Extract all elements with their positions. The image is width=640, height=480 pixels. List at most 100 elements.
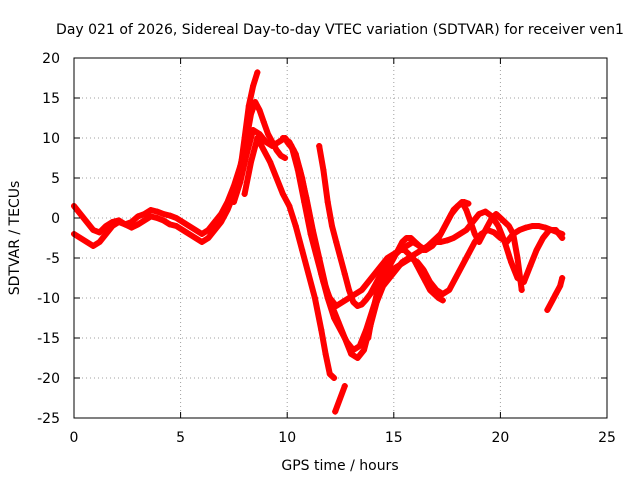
data-point: [493, 211, 500, 217]
data-point: [303, 195, 310, 201]
data-point: [166, 221, 173, 228]
series-trace: [332, 383, 348, 415]
data-point: [476, 211, 483, 217]
data-point: [279, 135, 286, 141]
data-series: [71, 69, 566, 415]
y-tick-label: -15: [37, 331, 60, 347]
y-tick-label: -10: [37, 291, 60, 307]
data-point: [427, 287, 434, 293]
data-point: [559, 235, 566, 241]
data-point: [147, 213, 154, 220]
data-point: [552, 291, 559, 297]
data-point: [96, 239, 103, 245]
data-point: [401, 247, 408, 253]
data-point: [435, 295, 442, 301]
data-point: [414, 263, 421, 269]
data-point: [290, 147, 297, 153]
data-point: [459, 199, 466, 205]
data-point: [407, 235, 414, 241]
data-point: [224, 207, 231, 213]
data-point: [102, 231, 109, 237]
data-point: [360, 347, 367, 353]
data-point: [279, 191, 286, 197]
data-point: [533, 247, 540, 253]
data-point: [429, 239, 436, 245]
data-point: [433, 235, 440, 241]
data-point: [399, 239, 406, 245]
data-point: [337, 255, 344, 261]
data-point: [260, 147, 267, 153]
data-point: [134, 213, 141, 220]
data-point: [346, 287, 353, 293]
data-point: [77, 211, 84, 217]
data-point: [378, 279, 385, 285]
data-point: [237, 179, 244, 185]
data-point: [369, 311, 376, 317]
data-point: [166, 212, 173, 219]
data-point: [350, 299, 357, 305]
data-point: [154, 215, 161, 221]
axis-ticks: [73, 57, 608, 419]
data-point: [358, 287, 365, 293]
data-point: [431, 291, 438, 297]
data-point: [450, 235, 457, 241]
series-arc-4: [241, 135, 338, 381]
data-point: [179, 227, 186, 233]
data-point: [365, 335, 372, 341]
data-point: [230, 199, 237, 205]
data-point: [516, 227, 523, 233]
data-point: [205, 235, 212, 241]
data-point: [439, 297, 446, 304]
data-point: [265, 131, 272, 137]
data-point: [510, 231, 517, 237]
y-tick-label: 5: [51, 171, 60, 187]
data-point: [540, 235, 547, 241]
series-arc-8: [365, 199, 525, 341]
data-point: [309, 227, 316, 233]
data-point: [311, 295, 318, 301]
data-point: [273, 175, 280, 181]
data-point: [316, 143, 323, 149]
data-point: [332, 408, 339, 415]
data-point: [339, 299, 346, 305]
data-point: [147, 207, 154, 213]
data-point: [488, 215, 495, 221]
data-point: [518, 287, 525, 293]
data-point: [141, 211, 148, 217]
data-point: [467, 219, 474, 225]
data-point: [495, 223, 502, 229]
data-point: [198, 239, 205, 245]
data-point: [444, 237, 451, 244]
y-axis-label: SDTVAR / TECUs: [7, 181, 23, 296]
data-point: [363, 296, 370, 303]
data-point: [218, 219, 225, 225]
data-point: [508, 259, 515, 265]
data-point: [286, 203, 293, 209]
data-point: [395, 247, 402, 253]
data-point: [546, 227, 553, 233]
data-point: [122, 221, 129, 228]
data-point: [480, 231, 487, 237]
data-point: [348, 351, 355, 357]
data-point: [501, 239, 508, 245]
data-point: [128, 219, 135, 225]
data-point: [405, 251, 412, 257]
data-point: [450, 207, 457, 213]
data-point: [341, 383, 348, 389]
data-point: [501, 219, 508, 225]
data-point: [505, 223, 512, 229]
data-point: [109, 223, 116, 229]
data-point: [254, 69, 261, 76]
data-point: [241, 191, 248, 197]
data-point: [382, 271, 389, 277]
data-point: [83, 239, 90, 245]
data-point: [192, 227, 199, 233]
data-point: [250, 83, 257, 89]
data-point: [247, 159, 254, 165]
data-point: [160, 211, 167, 217]
data-point: [392, 267, 399, 273]
data-point: [275, 139, 282, 145]
data-point: [179, 219, 186, 225]
x-tick-label: 0: [70, 430, 79, 446]
